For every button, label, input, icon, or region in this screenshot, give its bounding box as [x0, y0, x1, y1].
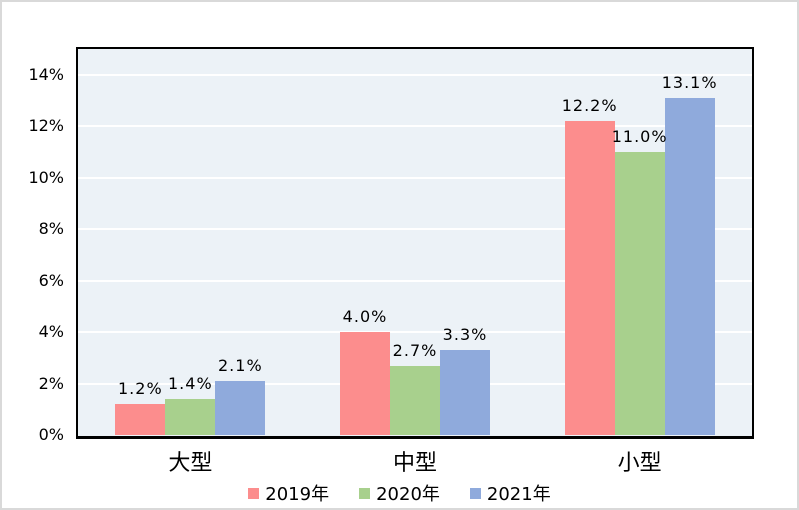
bar-2019年-小型 [564, 121, 615, 435]
y-tick-label: 6% [38, 270, 64, 290]
y-tick-label: 10% [28, 167, 64, 187]
bar-2019年-中型 [340, 332, 390, 435]
gridline [78, 228, 752, 231]
legend-label: 2020年 [376, 484, 440, 505]
x-category-label: 大型 [168, 451, 213, 476]
legend-item-2021年: 2021年 [469, 480, 551, 506]
legend-item-2019年: 2019年 [248, 480, 329, 506]
data-label: 2.7% [392, 340, 438, 360]
legend-swatch-icon [359, 487, 371, 499]
legend-item-2020年: 2020年 [359, 480, 440, 506]
y-tick-label: 0% [38, 425, 64, 444]
data-label: 1.2% [118, 379, 163, 399]
data-label: 2.1% [218, 355, 263, 375]
y-tick-label: 2% [38, 373, 64, 393]
gridline [78, 279, 752, 282]
x-category-label: 小型 [617, 451, 662, 476]
bar-2021年-大型 [215, 380, 266, 435]
y-tick-label: 12% [28, 116, 64, 136]
legend-label: 2021年 [486, 484, 551, 505]
bar-2021年-小型 [664, 97, 715, 435]
gridline [78, 331, 752, 334]
data-label: 13.1% [661, 72, 718, 92]
data-label: 4.0% [342, 307, 388, 327]
y-tick-label: 14% [28, 64, 64, 84]
data-label: 3.3% [442, 325, 488, 345]
gridline [78, 176, 752, 179]
bar-2020年-小型 [614, 151, 665, 435]
bar-2019年-大型 [115, 404, 166, 435]
plot-inner: 1.2% 1.4% 2.1% 4.0% 2.7% 3.3% 12.2% 11.0% 13.1% [78, 49, 752, 435]
bar-2020年-大型 [165, 398, 216, 435]
data-label: 11.0% [611, 126, 668, 146]
legend: 2019年 2020年 2021年 [2, 480, 797, 506]
data-label: 12.2% [561, 96, 618, 116]
bar-2020年-中型 [390, 365, 440, 435]
x-category-label: 中型 [392, 451, 437, 476]
y-tick-label: 4% [38, 322, 64, 342]
data-label: 1.4% [168, 373, 213, 393]
legend-label: 2019年 [265, 484, 330, 505]
y-tick-label: 8% [38, 219, 64, 239]
legend-swatch-icon [248, 487, 260, 499]
legend-swatch-icon [469, 487, 481, 499]
gridline [78, 73, 752, 76]
bar-2021年-中型 [440, 350, 490, 435]
gridline [78, 125, 752, 128]
plot-area: 1.2% 1.4% 2.1% 4.0% 2.7% 3.3% 12.2% 11.0% 13.1% [76, 47, 754, 439]
